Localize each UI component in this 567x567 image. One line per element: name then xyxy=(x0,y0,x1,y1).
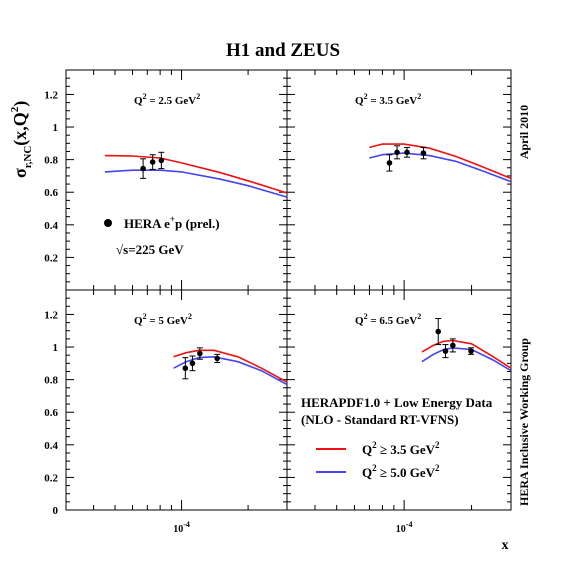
y-tick-label: 0.2 xyxy=(44,252,58,264)
group-label: HERA Inclusive Working Group xyxy=(517,338,531,506)
legend-entry-red: Q2 ≥ 3.5 GeV2 xyxy=(362,440,440,457)
y-tick-label: 0.4 xyxy=(44,440,58,452)
data-point xyxy=(158,157,165,164)
x-tick-label: 10-4 xyxy=(396,520,413,535)
y-tick-label: 1 xyxy=(53,122,59,134)
date-label: April 2010 xyxy=(517,105,531,159)
panel-label: Q2 = 3.5 GeV2 xyxy=(355,92,421,107)
y-tick-label: 0.6 xyxy=(44,187,58,199)
data-legend-label: HERA e+p (prel.) xyxy=(124,214,220,231)
data-legend-marker xyxy=(104,219,112,227)
model-legend-line1: HERAPDF1.0 + Low Energy Data xyxy=(301,395,493,410)
model-legend-line2: (NLO - Standard RT-VFNS) xyxy=(301,412,459,427)
data-point xyxy=(420,150,427,156)
y-tick-label: 1 xyxy=(53,342,59,354)
data-point xyxy=(182,365,189,372)
data-point xyxy=(442,348,449,354)
y-tick-label: 0 xyxy=(53,505,59,517)
data-point xyxy=(197,350,203,357)
panel-labels: Q2 = 2.5 GeV2 Q2 = 3.5 GeV2 Q2 = 5 GeV2 Q2 … xyxy=(134,92,421,327)
model-curve xyxy=(369,152,512,183)
y-tick-label: 0.8 xyxy=(44,155,58,167)
model-curve xyxy=(104,154,288,194)
y-tick-label: 0.6 xyxy=(44,407,58,419)
model-curves xyxy=(104,143,512,386)
y-tick-label: 0.2 xyxy=(44,472,58,484)
model-curve xyxy=(173,355,288,386)
data-points xyxy=(140,145,475,380)
data-point xyxy=(468,348,474,354)
axis-ticks: 0.2 0.4 0.6 0.8 1 1.2 0 0.2 0.4 0.6 0.8 1 1.2 10-4 10-… xyxy=(44,69,511,535)
data-point xyxy=(394,149,400,156)
x-tick-label: 10-4 xyxy=(173,520,190,535)
panel-label: Q2 = 2.5 GeV2 xyxy=(134,92,200,107)
chart-title: H1 and ZEUS xyxy=(226,40,340,61)
y-tick-label: 1.2 xyxy=(44,309,58,321)
x-axis-label: x xyxy=(502,538,509,553)
y-tick-label: 1.2 xyxy=(44,89,58,101)
model-curve xyxy=(104,169,288,198)
panel-label: Q2 = 6.5 GeV2 xyxy=(355,312,421,327)
data-point xyxy=(404,149,410,156)
data-point xyxy=(149,159,156,165)
model-legend: HERAPDF1.0 + Low Energy Data (NLO - Stan… xyxy=(301,395,493,480)
data-point xyxy=(435,328,442,335)
data-legend: HERA e+p (prel.) √s=225 GeV xyxy=(104,214,220,257)
model-curve xyxy=(369,143,512,180)
y-tick-label: 0.4 xyxy=(44,220,58,232)
y-axis-label: σr,NC(x,Q2) xyxy=(9,101,34,178)
panel-label: Q2 = 5 GeV2 xyxy=(134,312,192,327)
data-point xyxy=(214,355,221,362)
data-point xyxy=(386,160,393,166)
data-point xyxy=(189,360,196,367)
model-curve xyxy=(173,349,288,383)
data-point xyxy=(450,342,456,349)
energy-label: √s=225 GeV xyxy=(116,242,184,257)
data-point xyxy=(140,165,146,172)
legend-entry-blue: Q2 ≥ 5.0 GeV2 xyxy=(362,463,440,480)
y-tick-label: 0.8 xyxy=(44,375,58,387)
